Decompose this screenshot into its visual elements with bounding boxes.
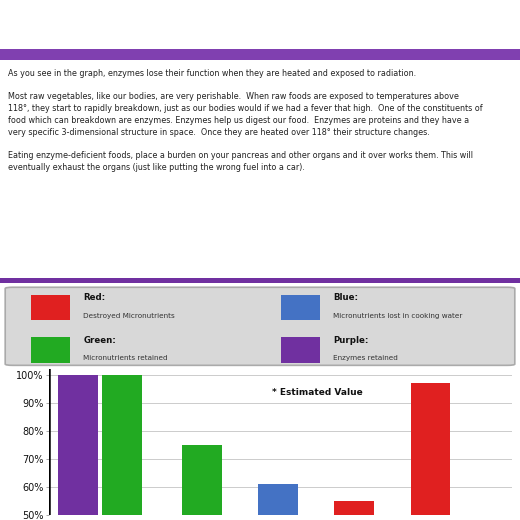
Bar — [411, 383, 450, 515]
Bar — [102, 375, 142, 515]
Bar — [0, 278, 520, 283]
Text: Enzymes retained: Enzymes retained — [333, 356, 398, 361]
Text: Red:: Red: — [83, 293, 106, 302]
Bar — [182, 445, 222, 515]
Bar — [334, 501, 374, 515]
Text: Blue:: Blue: — [333, 293, 358, 302]
Bar — [58, 375, 98, 515]
Bar — [281, 294, 320, 320]
Bar — [281, 337, 320, 363]
FancyBboxPatch shape — [5, 287, 515, 366]
Text: As you see in the graph, enzymes lose their function when they are heated and ex: As you see in the graph, enzymes lose th… — [8, 69, 483, 172]
Text: What Happens to Micronutrients & Enzymes When Exposed to Heat/Radiation: What Happens to Micronutrients & Enzymes… — [5, 16, 520, 29]
Bar — [0, 49, 520, 60]
Bar — [258, 484, 298, 515]
Text: Green:: Green: — [83, 336, 116, 345]
Text: Purple:: Purple: — [333, 336, 368, 345]
Text: Micronutrients retained: Micronutrients retained — [83, 356, 168, 361]
Bar — [31, 337, 70, 363]
Text: Destroyed Micronutrients: Destroyed Micronutrients — [83, 313, 175, 319]
Bar — [31, 294, 70, 320]
Text: Micronutrients lost in cooking water: Micronutrients lost in cooking water — [333, 313, 462, 319]
Text: * Estimated Value: * Estimated Value — [271, 388, 362, 397]
